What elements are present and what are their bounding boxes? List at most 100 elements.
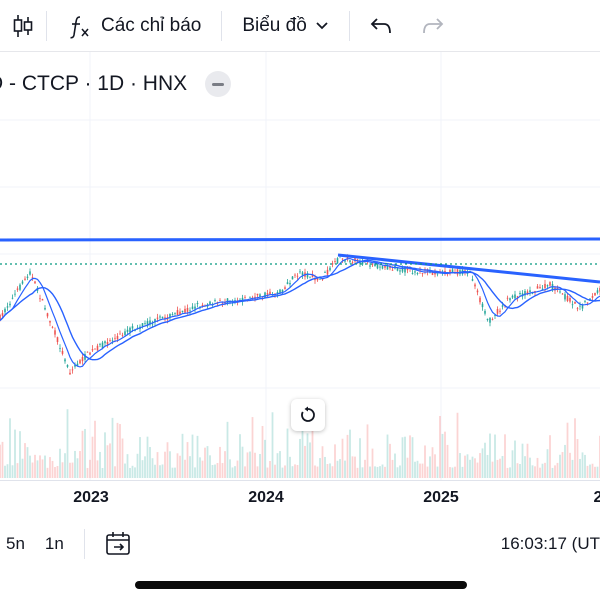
volume-bar bbox=[204, 447, 206, 478]
volume-bar bbox=[214, 464, 216, 478]
candle-body bbox=[406, 267, 409, 271]
range-button-5y[interactable]: 5n bbox=[6, 534, 25, 553]
volume-bar bbox=[514, 440, 516, 478]
volume-bar bbox=[396, 467, 399, 478]
volume-bar bbox=[564, 444, 566, 478]
candle-body bbox=[571, 304, 574, 306]
candle-body bbox=[11, 297, 14, 299]
reset-chart-button[interactable] bbox=[291, 399, 325, 431]
volume-bar bbox=[14, 429, 16, 478]
candle-body bbox=[319, 278, 321, 280]
candle-body bbox=[306, 273, 309, 278]
clock-readout[interactable]: 16:03:17 (UT bbox=[500, 534, 600, 553]
volume-bar bbox=[329, 463, 331, 478]
volume-bar bbox=[306, 433, 309, 478]
candle-body bbox=[449, 269, 451, 274]
volume-bar bbox=[164, 451, 166, 478]
candle-body bbox=[21, 281, 24, 284]
candle-body bbox=[194, 306, 196, 309]
candles-button[interactable] bbox=[0, 0, 46, 51]
volume-bar bbox=[234, 466, 236, 478]
descending-trendline[interactable] bbox=[337, 253, 600, 284]
date-range-button[interactable] bbox=[105, 531, 133, 557]
volume-bar bbox=[191, 434, 194, 478]
volume-bar bbox=[561, 452, 564, 478]
candle-body bbox=[511, 295, 514, 298]
volume-bar bbox=[226, 421, 229, 478]
volume-bar bbox=[394, 453, 396, 478]
volume-bar bbox=[86, 467, 89, 478]
candle-body bbox=[171, 314, 174, 316]
volume-bar bbox=[494, 434, 496, 478]
candle-body bbox=[524, 290, 526, 296]
toolbar-divider bbox=[221, 10, 223, 41]
range-button-1y[interactable]: 1n bbox=[44, 534, 64, 553]
volume-bar bbox=[424, 445, 426, 478]
candle-body bbox=[66, 365, 69, 367]
volume-bar bbox=[146, 436, 149, 478]
volume-bar bbox=[324, 456, 326, 478]
candle-body bbox=[526, 291, 529, 295]
volume-bar bbox=[589, 464, 591, 478]
volume-bar bbox=[46, 467, 49, 478]
candle-body bbox=[196, 303, 199, 305]
candle-body bbox=[371, 264, 374, 266]
refresh-icon bbox=[301, 406, 315, 422]
volume-bar bbox=[439, 415, 441, 478]
volume-bar bbox=[594, 466, 596, 478]
undo-button[interactable] bbox=[350, 0, 412, 51]
volume-bar bbox=[266, 467, 269, 478]
price-chart-canvas[interactable] bbox=[0, 52, 600, 480]
candle-body bbox=[16, 288, 19, 290]
redo-button[interactable] bbox=[412, 0, 454, 51]
volume-bar bbox=[531, 465, 534, 478]
candle-body bbox=[9, 303, 11, 306]
volume-bar bbox=[366, 424, 369, 478]
volume-bar bbox=[141, 460, 144, 478]
candle-body bbox=[176, 310, 179, 316]
collapse-legend-button[interactable] bbox=[205, 71, 232, 97]
top-toolbar: Các chỉ báo Biểu đồ bbox=[0, 0, 600, 52]
candle-body bbox=[294, 274, 296, 276]
candle-body bbox=[89, 352, 91, 355]
candle-body bbox=[61, 350, 64, 354]
volume-bar bbox=[121, 438, 124, 478]
candle-body bbox=[379, 266, 381, 268]
candle-body bbox=[0, 315, 1, 321]
horizontal-trendline[interactable] bbox=[0, 237, 600, 242]
candle-body bbox=[91, 349, 94, 351]
candle-body bbox=[259, 294, 261, 297]
volume-bar bbox=[496, 459, 499, 478]
volume-bar bbox=[371, 448, 374, 478]
volume-bar bbox=[179, 455, 181, 478]
candle-body bbox=[29, 271, 31, 275]
volume-bar bbox=[136, 453, 139, 478]
volume-bar bbox=[349, 429, 351, 478]
volume-bar bbox=[441, 433, 444, 478]
volume-bar bbox=[284, 465, 286, 478]
volume-bar bbox=[176, 453, 179, 478]
candle-body bbox=[114, 337, 116, 339]
volume-bar bbox=[119, 424, 121, 478]
candle-body bbox=[311, 274, 314, 278]
candlestick-icon bbox=[13, 14, 33, 37]
candle-body bbox=[131, 326, 134, 329]
chart-type-dropdown[interactable]: Biểu đồ bbox=[222, 0, 348, 51]
candle-body bbox=[191, 306, 194, 309]
indicators-button[interactable]: Các chỉ báo bbox=[47, 0, 221, 51]
volume-bar bbox=[316, 466, 319, 478]
price-chart[interactable] bbox=[0, 52, 600, 480]
volume-bar bbox=[566, 422, 569, 478]
volume-bar bbox=[116, 422, 119, 478]
volume-bar bbox=[16, 463, 19, 478]
volume-bar bbox=[154, 464, 156, 478]
candle-body bbox=[354, 258, 356, 262]
volume-bar bbox=[421, 463, 424, 478]
candle-body bbox=[556, 287, 559, 290]
volume-bar bbox=[24, 443, 26, 478]
candle-body bbox=[161, 316, 164, 319]
volume-bar bbox=[481, 448, 484, 478]
candle-body bbox=[201, 304, 204, 307]
candle-body bbox=[411, 273, 414, 274]
candle-body bbox=[59, 348, 61, 349]
